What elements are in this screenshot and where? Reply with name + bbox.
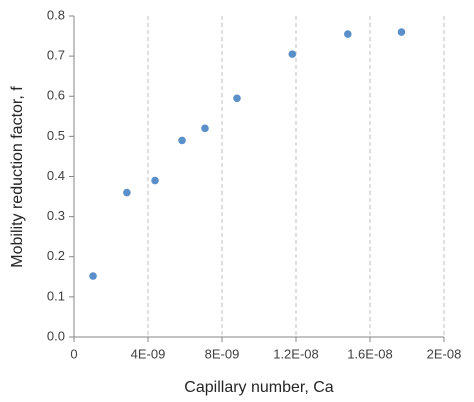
data-point <box>233 94 241 103</box>
y-tick-label: 0.1 <box>47 288 65 303</box>
y-tick-label: 0.7 <box>47 48 65 63</box>
y-tick-label: 0.5 <box>47 128 65 143</box>
x-tick-label: 8E-09 <box>205 346 240 361</box>
x-tick-label: 1.6E-08 <box>347 346 393 361</box>
data-point <box>397 28 406 36</box>
y-tick-label: 0.8 <box>47 7 65 22</box>
data-point <box>178 136 186 145</box>
y-tick-label: 0.4 <box>47 168 65 183</box>
y-tick-label: 0.0 <box>47 328 65 343</box>
data-point <box>151 176 159 185</box>
data-point <box>201 124 209 133</box>
x-tick-label: 1.2E-08 <box>273 346 319 361</box>
data-point <box>288 50 297 58</box>
x-axis-title: Capillary number, Ca <box>184 379 334 396</box>
y-tick-label: 0.3 <box>47 208 65 223</box>
x-tick-label: 4E-09 <box>131 346 166 361</box>
x-tick-label: 0 <box>70 346 77 361</box>
y-axis-title: Mobility reduction factor, f <box>9 86 26 268</box>
data-point <box>89 272 97 280</box>
x-tick-label: 2E-08 <box>427 346 462 361</box>
data-point <box>344 30 352 38</box>
data-point <box>123 188 131 197</box>
y-tick-label: 0.6 <box>47 88 65 103</box>
y-tick-label: 0.2 <box>47 248 65 263</box>
